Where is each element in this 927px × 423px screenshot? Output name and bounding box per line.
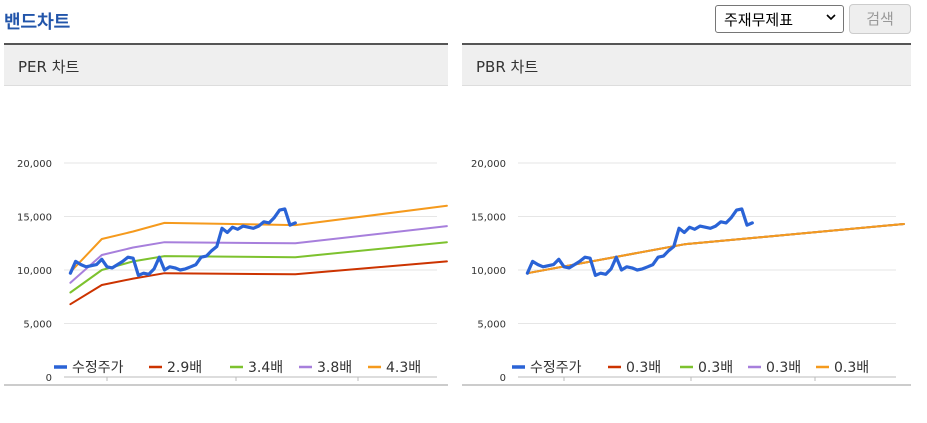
legend-label[interactable]: 0.3배 (834, 360, 869, 376)
series-line-1 (69, 260, 448, 306)
y-tick-label: 5,000 (23, 320, 52, 331)
page-title: 밴드차트 (4, 12, 71, 33)
pbr-chart-panel: PBR 차트 05,00010,00015,00020,0002022/01/0… (462, 43, 911, 386)
legend-label[interactable]: 수정주가 (72, 360, 124, 376)
legend-label[interactable]: 0.3배 (698, 360, 733, 376)
series-line-0 (525, 207, 754, 277)
legend-label[interactable]: 0.3배 (626, 360, 661, 376)
y-tick-label: 0 (500, 373, 506, 384)
y-tick-label: 20,000 (471, 159, 506, 170)
per-chart: 05,00010,00015,00020,0002022/01/012024/0… (17, 159, 448, 384)
series-line-4 (69, 204, 448, 274)
y-tick-label: 20,000 (17, 159, 52, 170)
legend-label[interactable]: 수정주가 (530, 360, 582, 376)
y-tick-label: 15,000 (17, 213, 52, 224)
legend-label[interactable]: 4.3배 (386, 360, 421, 376)
y-tick-label: 10,000 (17, 266, 52, 277)
legend-label[interactable]: 3.8배 (317, 360, 352, 376)
legend-label[interactable]: 2.9배 (167, 360, 202, 376)
series-line-2 (526, 223, 905, 275)
legend-label[interactable]: 3.4배 (248, 360, 283, 376)
series-line-3 (526, 223, 905, 275)
series-line-4 (526, 223, 905, 275)
select-value: 주재무제표 (724, 11, 794, 29)
pbr-chart: 05,00010,00015,00020,0002022/01/012024/0… (471, 159, 905, 384)
series-line-1 (526, 223, 905, 275)
y-tick-label: 15,000 (471, 213, 506, 224)
y-tick-label: 10,000 (471, 266, 506, 277)
chevron-down-icon (826, 14, 836, 21)
statement-type-select[interactable]: 주재무제표 (715, 5, 844, 33)
series-line-0 (68, 207, 297, 277)
legend-label[interactable]: 0.3배 (766, 360, 801, 376)
per-chart-title: PER 차트 (4, 45, 448, 86)
y-tick-label: 0 (46, 373, 52, 384)
series-line-3 (69, 225, 448, 284)
per-chart-panel: PER 차트 05,00010,00015,00020,0002022/01/0… (4, 43, 448, 386)
series-line-2 (69, 241, 448, 294)
y-tick-label: 5,000 (477, 320, 506, 331)
pbr-chart-title: PBR 차트 (462, 45, 911, 86)
search-button[interactable]: 검색 (849, 4, 911, 34)
